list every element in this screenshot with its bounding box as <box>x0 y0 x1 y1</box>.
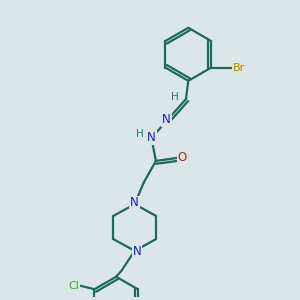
Text: N: N <box>130 196 139 209</box>
Text: N: N <box>133 245 141 258</box>
Text: H: H <box>136 129 144 140</box>
Text: Br: Br <box>233 63 245 73</box>
Text: O: O <box>178 152 187 164</box>
Text: N: N <box>147 131 156 144</box>
Text: Cl: Cl <box>68 281 79 291</box>
Text: H: H <box>171 92 178 102</box>
Text: N: N <box>162 113 171 126</box>
